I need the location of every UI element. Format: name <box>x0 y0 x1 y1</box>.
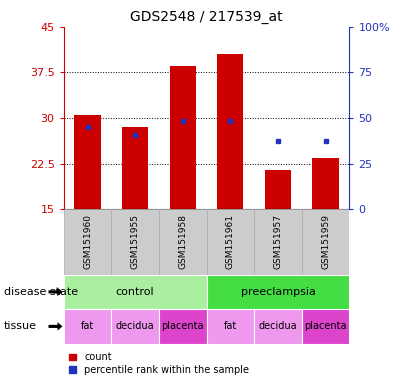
Bar <box>74 115 101 209</box>
Title: GDS2548 / 217539_at: GDS2548 / 217539_at <box>130 10 283 25</box>
Bar <box>312 157 339 209</box>
Text: disease state: disease state <box>4 287 78 297</box>
Legend: count, percentile rank within the sample: count, percentile rank within the sample <box>69 353 249 375</box>
Text: GSM151957: GSM151957 <box>273 214 282 270</box>
Text: GSM151958: GSM151958 <box>178 214 187 270</box>
Bar <box>206 209 254 275</box>
Bar <box>64 209 111 275</box>
Bar <box>265 170 291 209</box>
Text: placenta: placenta <box>162 321 204 331</box>
Bar <box>206 275 349 309</box>
Bar <box>64 309 111 344</box>
Text: fat: fat <box>81 321 94 331</box>
Bar <box>217 54 243 209</box>
Bar <box>302 209 349 275</box>
Text: GSM151961: GSM151961 <box>226 214 235 270</box>
Bar <box>122 127 148 209</box>
Bar <box>254 309 302 344</box>
Text: tissue: tissue <box>4 321 37 331</box>
Bar <box>111 209 159 275</box>
Text: GSM151955: GSM151955 <box>131 214 140 270</box>
Text: GSM151959: GSM151959 <box>321 214 330 270</box>
Bar <box>159 209 206 275</box>
Text: control: control <box>116 287 155 297</box>
Text: GSM151960: GSM151960 <box>83 214 92 270</box>
Text: decidua: decidua <box>116 321 155 331</box>
Text: preeclampsia: preeclampsia <box>240 287 315 297</box>
Text: placenta: placenta <box>304 321 347 331</box>
Bar <box>111 309 159 344</box>
Bar <box>206 309 254 344</box>
Text: decidua: decidua <box>259 321 297 331</box>
Text: fat: fat <box>224 321 237 331</box>
Bar <box>64 275 206 309</box>
Bar <box>254 209 302 275</box>
Bar <box>170 66 196 209</box>
Bar <box>159 309 206 344</box>
Bar <box>302 309 349 344</box>
